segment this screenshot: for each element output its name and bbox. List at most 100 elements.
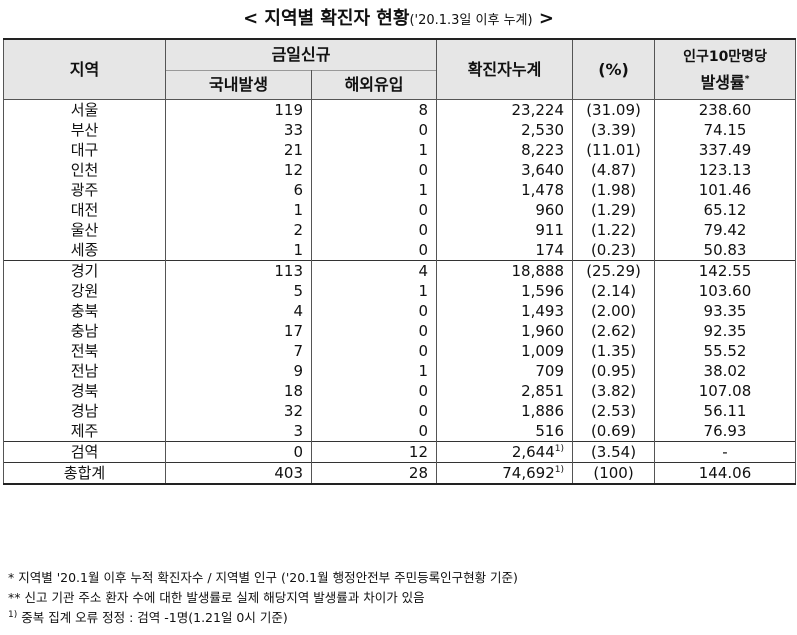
region-cell-value: 충북 [70,302,99,320]
region-cell-value: 충남 [70,322,99,340]
percent-cell-value: (11.01) [586,141,641,159]
domestic-cell: 7 [165,341,312,361]
percent-cell-value: (3.82) [590,382,637,400]
cumulative-cell: 1,009 [436,341,574,361]
percent-cell: (4.87) [572,160,656,180]
header-rate-line1: 인구10만명당 [683,48,767,65]
cumulative-cell-value: 2,644 [511,443,555,461]
cumulative-cell: 3,640 [436,160,574,180]
domestic-cell: 17 [165,321,312,341]
cumulative-cell-value: 8,223 [521,141,565,159]
region-cell: 충남 [3,321,166,341]
imported-cell: 0 [310,200,438,220]
table-row: 충남 17 0 1,960 (2.62) 92.35 [3,321,797,341]
cumulative-cell-value: 18,888 [511,262,565,280]
imported-cell: 1 [310,180,438,200]
rate-cell: - [654,441,797,463]
percent-cell-value: (1.35) [590,342,637,360]
imported-cell: 12 [310,441,438,463]
percent-cell-value: (4.87) [590,161,637,179]
percent-cell: (1.35) [572,341,656,361]
imported-cell: 0 [310,301,438,321]
rate-cell-value: 142.55 [698,262,752,280]
domestic-cell-value: 5 [293,282,303,300]
rate-cell-value: 93.35 [703,302,747,320]
domestic-cell: 403 [165,462,312,485]
table-row: 대구 21 1 8,223 (11.01) 337.49 [3,140,797,160]
percent-cell: (1.22) [572,220,656,240]
percent-cell: (3.39) [572,120,656,140]
table-row: 세종 1 0 174 (0.23) 50.83 [3,240,797,261]
imported-cell: 1 [310,281,438,301]
imported-cell-value: 1 [418,181,429,199]
imported-cell-value: 0 [418,422,429,440]
rate-cell-value: 50.83 [703,241,747,259]
region-cell-value: 검역 [70,443,99,461]
domestic-cell: 1 [165,200,312,220]
percent-cell-value: (1.98) [590,181,637,199]
cumulative-cell-value: 23,224 [511,101,565,119]
cumulative-cell-value: 911 [535,221,565,239]
region-cell: 강원 [3,281,166,301]
domestic-cell-value: 32 [283,402,303,420]
cumulative-cell: 960 [436,200,574,220]
rate-cell-value: 38.02 [703,362,747,380]
imported-cell: 1 [310,140,438,160]
region-cell-value: 인천 [70,161,99,179]
rate-cell: 144.06 [654,462,797,485]
domestic-cell: 21 [165,140,312,160]
imported-cell: 0 [310,120,438,140]
percent-cell-value: (0.95) [590,362,637,380]
percent-cell: (3.82) [572,381,656,401]
cumulative-cell: 1,960 [436,321,574,341]
rate-cell-value: 101.46 [698,181,752,199]
table-row: 경북 18 0 2,851 (3.82) 107.08 [3,381,797,401]
rate-cell: 123.13 [654,160,797,180]
title-subtitle: ('20.1.3일 이후 누계) [409,13,533,28]
footnote-2: ** 신고 기관 주소 환자 수에 대한 발생률로 실제 해당지역 발생률과 차… [8,590,425,605]
rate-cell-value: 107.08 [698,382,752,400]
cumulative-cell-value: 74,692 [502,464,555,482]
rate-cell-value: 79.42 [703,221,747,239]
percent-cell: (2.53) [572,401,656,421]
rate-cell: 74.15 [654,120,797,140]
imported-cell: 0 [310,381,438,401]
cumulative-cell-value: 2,851 [521,382,565,400]
cumulative-cell: 1,478 [436,180,574,200]
footnote-1: * 지역별 '20.1월 이후 누적 확진자수 / 지역별 인구 ('20.1월… [8,570,518,585]
imported-cell: 0 [310,240,438,261]
region-cell: 제주 [3,421,166,442]
cumulative-cell: 23,224 [436,99,574,120]
footnotes: * 지역별 '20.1월 이후 누적 확진자수 / 지역별 인구 ('20.1월… [8,568,793,628]
region-cell-value: 강원 [70,282,99,300]
region-cell: 서울 [3,99,166,120]
imported-cell: 0 [310,421,438,442]
percent-cell: (2.62) [572,321,656,341]
domestic-cell-value: 2 [293,221,303,239]
imported-cell-value: 1 [418,282,429,300]
percent-cell: (1.29) [572,200,656,220]
domestic-cell: 9 [165,361,312,381]
cumulative-cell-value: 1,478 [521,181,565,199]
domestic-cell-value: 17 [283,322,303,340]
percent-cell: (0.23) [572,240,656,261]
cumulative-cell: 8,223 [436,140,574,160]
domestic-cell: 18 [165,381,312,401]
percent-cell: (25.29) [572,260,656,281]
table-row: 서울 119 8 23,224 (31.09) 238.60 [3,99,797,120]
rate-cell: 92.35 [654,321,797,341]
region-cell-value: 제주 [70,422,99,440]
percent-cell-value: (2.53) [590,402,637,420]
region-cell: 경북 [3,381,166,401]
cumulative-cell: 2,851 [436,381,574,401]
rate-cell-value: 123.13 [698,161,752,179]
domestic-cell: 6 [165,180,312,200]
table-row: 제주 3 0 516 (0.69) 76.93 [3,421,797,442]
cumulative-cell: 74,6921) [436,462,574,485]
footnote-3-text: 중복 집계 오류 정정 : 검역 -1명(1.21일 0시 기준) [17,610,288,625]
domestic-cell-value: 403 [274,464,303,482]
cumulative-cell-value: 709 [535,362,565,380]
domestic-cell: 3 [165,421,312,442]
region-cell: 전남 [3,361,166,381]
rate-cell: 65.12 [654,200,797,220]
